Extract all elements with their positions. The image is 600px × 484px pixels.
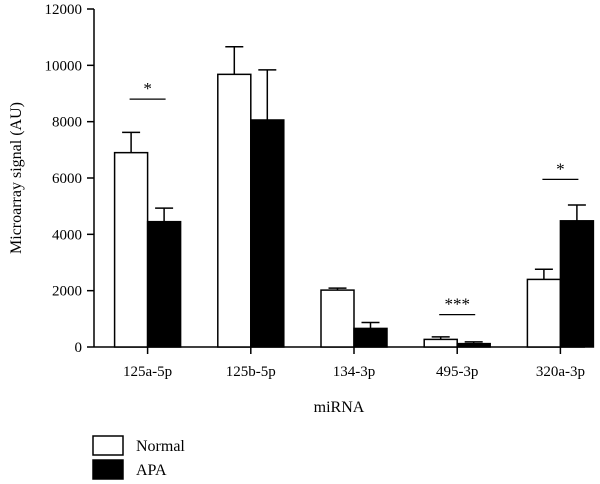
- legend-swatch-normal: [92, 435, 124, 456]
- legend-label-apa: APA: [136, 462, 167, 479]
- error-bars: [122, 45, 586, 344]
- significance-markers: *****: [129, 79, 579, 316]
- x-axis-title: miRNA: [314, 399, 365, 416]
- y-axis-ticks: 0 2000 4000 6000 8000 10000 12000: [45, 2, 94, 356]
- y-axis-title: Microarray signal (AU): [8, 102, 25, 254]
- legend-swatch-apa: [92, 459, 124, 480]
- bar-apa: [353, 327, 388, 348]
- legend: Normal APA: [92, 435, 185, 480]
- y-tick-label: 6000: [52, 171, 82, 187]
- bar-apa: [559, 220, 595, 348]
- y-tick-label: 2000: [52, 284, 82, 300]
- x-axis-ticks: 125a-5p 125b-5p 134-3p 495-3p 320a-3p: [123, 347, 585, 380]
- significance-label: ***: [444, 295, 470, 314]
- bar-series: [113, 73, 595, 348]
- x-tick-label: 125a-5p: [123, 364, 172, 380]
- bar-apa: [456, 342, 491, 348]
- y-tick-label: 0: [75, 340, 83, 356]
- bar-normal: [423, 338, 458, 348]
- y-tick-label: 4000: [52, 227, 82, 243]
- bar-apa: [250, 119, 285, 348]
- y-tick-label: 8000: [52, 115, 82, 131]
- bar-apa: [146, 220, 182, 348]
- significance-label: *: [556, 159, 565, 178]
- y-tick-label: 10000: [45, 58, 83, 74]
- legend-label-normal: Normal: [136, 438, 185, 455]
- bar-normal: [217, 73, 252, 348]
- x-tick-label: 134-3p: [333, 364, 376, 380]
- y-tick-label: 12000: [45, 2, 83, 18]
- x-tick-label: 125b-5p: [226, 364, 276, 380]
- x-tick-label: 495-3p: [436, 364, 479, 380]
- bar-normal: [113, 151, 149, 348]
- x-tick-label: 320a-3p: [536, 364, 585, 380]
- bar-normal: [526, 278, 562, 348]
- bar-normal: [320, 289, 355, 348]
- significance-label: *: [143, 79, 152, 98]
